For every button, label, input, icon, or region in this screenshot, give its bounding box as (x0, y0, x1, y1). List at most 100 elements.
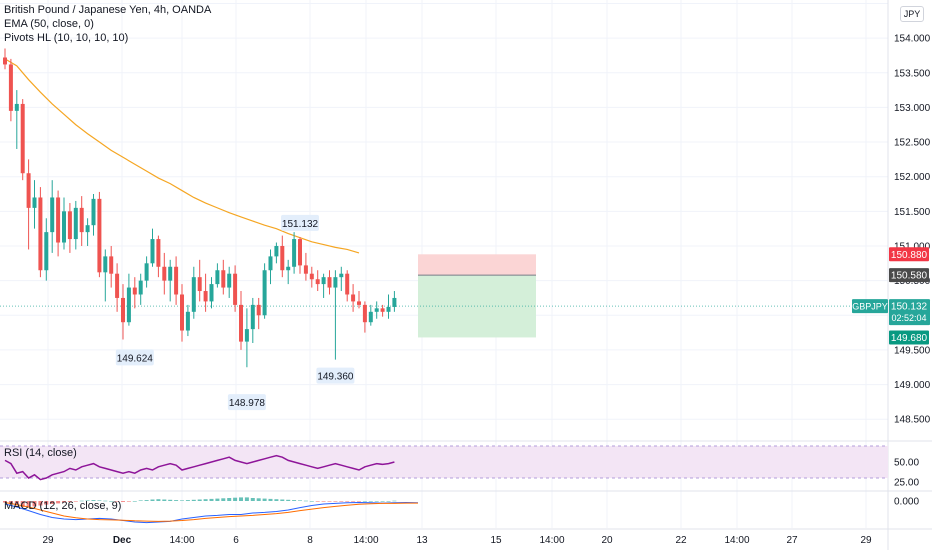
pivots-legend[interactable]: Pivots HL (10, 10, 10, 10) (4, 32, 129, 44)
candle-body (339, 273, 344, 278)
candle-body (392, 297, 397, 307)
macd-histogram-bar (239, 497, 243, 501)
candle-body (303, 265, 308, 274)
candle-body (262, 270, 267, 316)
macd-histogram-bar (132, 501, 137, 502)
candle-body (239, 304, 243, 342)
candle-body (44, 232, 49, 271)
price-tag-entry (889, 268, 929, 283)
macd-histogram-bar (156, 499, 161, 501)
pivot-label-box (316, 367, 355, 384)
macd-histogram-bar (357, 501, 361, 502)
time-axis[interactable]: 29 Dec 14:00 6 8 14:00 13 15 14:00 20 22 14:00 27 29 (42, 535, 872, 546)
candle-body (32, 197, 37, 208)
macd-histogram-bar (174, 500, 179, 501)
candle-body (185, 311, 190, 331)
macd-histogram-bar (345, 501, 350, 502)
time-tick-label: 27 (786, 535, 798, 546)
candle-body (292, 239, 297, 267)
macd-histogram-bar (227, 498, 232, 501)
candle-body (215, 270, 220, 285)
candle-body (156, 239, 161, 267)
candle-body (121, 297, 125, 323)
candle-body (67, 211, 72, 240)
symbol-tag-label: GBPJPY (852, 302, 888, 312)
candle-body (126, 287, 131, 323)
macd-histogram-bar (62, 501, 66, 503)
macd-histogram-bar (79, 500, 84, 502)
macd-histogram-bar (280, 499, 285, 501)
pivot-label: 148.978 (229, 398, 266, 409)
macd-line (4, 501, 419, 524)
macd-histogram-bar (162, 499, 167, 501)
candle-body (256, 304, 261, 316)
candle-body (138, 280, 143, 295)
candle-body (91, 198, 96, 226)
price-tick-label: 151.500 (894, 207, 931, 218)
ema-legend[interactable]: EMA (50, close, 0) (4, 18, 94, 30)
macd-histogram-bar (274, 499, 279, 501)
time-tick-label: 14:00 (724, 535, 749, 546)
macd-histogram-bar (8, 501, 13, 504)
candle-body (333, 277, 338, 288)
candle-body (368, 311, 373, 323)
time-tick-label: 22 (675, 535, 687, 546)
macd-histogram-bar (321, 501, 326, 502)
macd-histogram-bar (85, 500, 90, 501)
macd-histogram-bar (144, 500, 149, 501)
macd-histogram-bar (262, 498, 267, 501)
time-tick-label: 29 (42, 535, 54, 546)
candle-body (103, 256, 108, 273)
candle-body (8, 64, 13, 111)
chart-title: British Pound / Japanese Yen, 4h, OANDA (4, 4, 212, 16)
macd-histogram-bar (38, 501, 43, 506)
time-tick-label: 14:00 (353, 535, 378, 546)
macd-histogram-bar (56, 501, 61, 504)
price-tick-label: 152.000 (894, 172, 931, 183)
macd-histogram-bar (126, 501, 131, 502)
candle-body (386, 306, 391, 312)
candle-body (209, 284, 214, 302)
candle-body (85, 225, 90, 233)
macd-histogram-bar (315, 501, 320, 502)
price-axis[interactable]: 148.500149.000149.500150.000150.500151.0… (894, 34, 931, 426)
time-tick-label: 20 (601, 535, 613, 546)
macd-histogram-bar (268, 498, 273, 501)
macd-histogram-bar (191, 499, 196, 501)
price-tick-label: 148.500 (894, 415, 931, 426)
candle-body (380, 308, 385, 312)
candle-body (180, 294, 184, 331)
candle-body (227, 273, 232, 288)
rsi-legend: RSI (14, close) (4, 447, 77, 459)
macd-histogram-bar (327, 501, 332, 502)
symbol-tag (852, 299, 888, 314)
last-price-tag (889, 299, 930, 326)
macd-histogram-bar (286, 499, 291, 501)
candle-body (268, 256, 273, 271)
candle-body (374, 308, 379, 312)
candle-body (221, 270, 226, 288)
macd-tick-label: 0.000 (894, 497, 919, 508)
candle-body (97, 198, 102, 273)
currency-badge[interactable]: JPY (900, 6, 924, 22)
macd-histogram-bar (215, 498, 220, 501)
position-tool[interactable] (0, 254, 888, 338)
candle-body (357, 301, 361, 305)
candle-body (315, 279, 320, 285)
candle-body (233, 273, 238, 305)
price-tick-label: 151.000 (894, 241, 931, 252)
macd-histogram-bar (333, 501, 338, 502)
macd-histogram-bar (32, 501, 37, 507)
macd-histogram-bar (298, 500, 302, 501)
time-tick-label: 15 (490, 535, 502, 546)
candle-body (20, 103, 25, 174)
rsi-tick-label: 50.00 (894, 458, 919, 469)
macd-histogram-bar (67, 501, 72, 502)
pivot-label-box (227, 394, 266, 411)
candle-body (144, 263, 149, 281)
price-tag-label: 149.680 (891, 333, 928, 344)
macd-histogram-bar (392, 500, 397, 502)
candle-body (38, 197, 43, 271)
candle-body (280, 245, 285, 271)
